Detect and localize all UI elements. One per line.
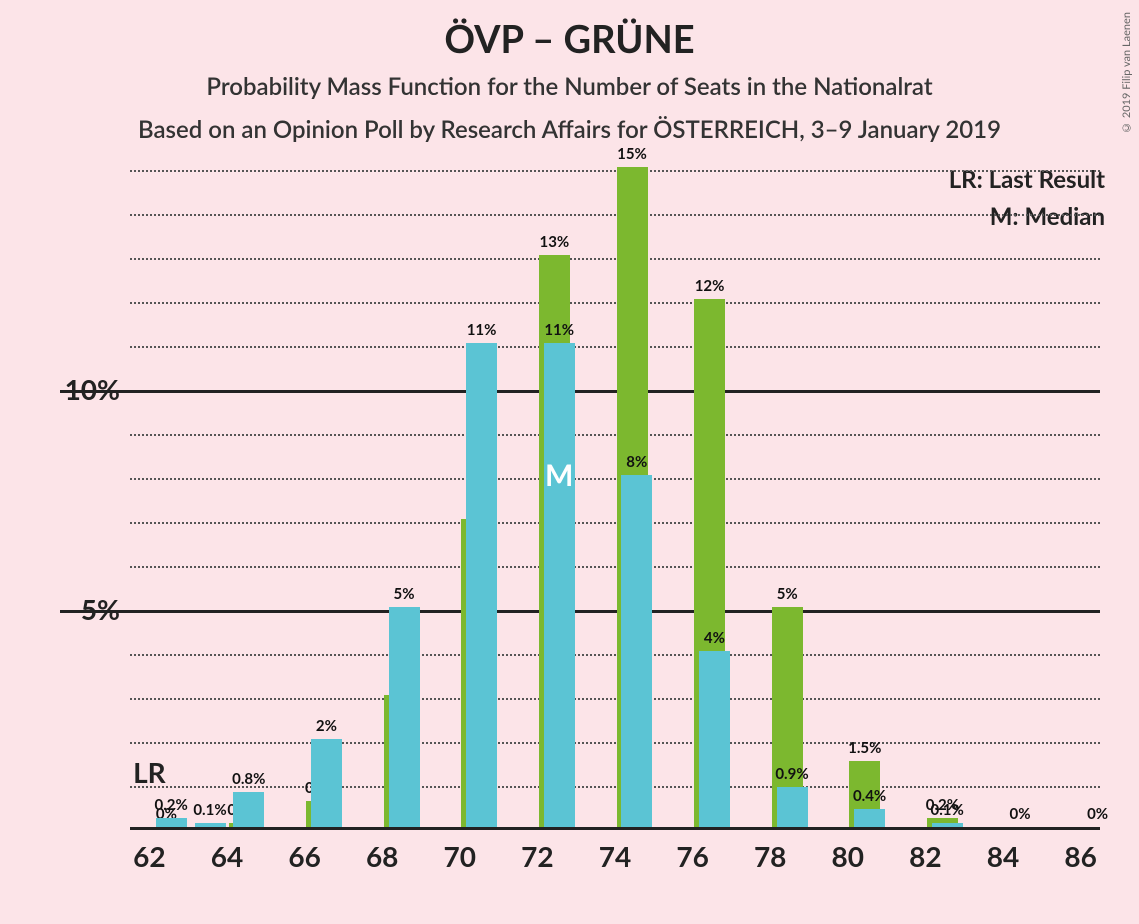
x-axis-label: 62 xyxy=(114,839,184,873)
bar-series-a xyxy=(233,792,264,827)
gridline-major xyxy=(60,390,1100,393)
bar-series-a xyxy=(621,475,652,827)
x-axis-label: 68 xyxy=(347,839,417,873)
gridline-minor xyxy=(130,258,1100,260)
x-axis-label: 66 xyxy=(270,839,340,873)
x-axis-label: 72 xyxy=(502,839,572,873)
bar-series-a xyxy=(466,343,497,827)
bar-value-label: 12% xyxy=(680,277,740,295)
bar-value-label: 1.5% xyxy=(835,739,895,757)
gridline-minor xyxy=(130,566,1100,568)
gridline-minor xyxy=(130,698,1100,700)
bar-series-a xyxy=(544,343,575,827)
bar-value-label: 0.9% xyxy=(762,765,822,783)
chart: 5%10%0%0.2%0.1%0.1%0.8%0.6%2%3%5%7%11%13… xyxy=(60,170,1110,880)
y-axis-label: 5% xyxy=(60,592,120,626)
bar-value-label: 0% xyxy=(990,805,1050,823)
gridline-minor xyxy=(130,214,1100,216)
bar-series-a xyxy=(311,739,342,827)
gridline-minor xyxy=(130,742,1100,744)
gridline-minor xyxy=(130,522,1100,524)
bar-value-label: 2% xyxy=(296,717,356,735)
gridline-minor xyxy=(130,170,1100,172)
lr-marker: LR xyxy=(133,755,166,789)
x-axis-label: 80 xyxy=(813,839,883,873)
chart-source: Based on an Opinion Poll by Research Aff… xyxy=(0,115,1139,144)
gridline-minor xyxy=(130,654,1100,656)
bar-value-label: 11% xyxy=(529,321,589,339)
bar-series-a xyxy=(777,787,808,827)
bar-value-label: 0% xyxy=(1068,805,1128,823)
x-axis-label: 78 xyxy=(735,839,805,873)
chart-subtitle: Probability Mass Function for the Number… xyxy=(0,72,1139,101)
bar-value-label: 0.1% xyxy=(917,801,977,819)
plot-area: 5%10%0%0.2%0.1%0.1%0.8%0.6%2%3%5%7%11%13… xyxy=(130,170,1100,830)
x-axis-label: 82 xyxy=(890,839,960,873)
x-axis-label: 64 xyxy=(192,839,262,873)
bar-value-label: 5% xyxy=(757,585,817,603)
bar-value-label: 5% xyxy=(374,585,434,603)
gridline-minor xyxy=(130,302,1100,304)
gridline-major xyxy=(60,610,1100,613)
copyright: © 2019 Filip van Laenen xyxy=(1120,12,1133,134)
bar-series-a xyxy=(195,823,226,827)
bar-value-label: 15% xyxy=(602,145,662,163)
median-marker: M xyxy=(545,457,573,493)
bar-series-a xyxy=(699,651,730,827)
x-axis-label: 76 xyxy=(658,839,728,873)
x-axis-label: 84 xyxy=(968,839,1038,873)
x-axis-label: 86 xyxy=(1046,839,1116,873)
bar-series-a xyxy=(389,607,420,827)
bar-value-label: 13% xyxy=(524,233,584,251)
chart-title: ÖVP – GRÜNE xyxy=(0,0,1139,62)
y-axis-label: 10% xyxy=(60,372,120,406)
bar-value-label: 11% xyxy=(452,321,512,339)
bar-series-a xyxy=(932,823,963,827)
bar-value-label: 4% xyxy=(684,629,744,647)
bar-value-label: 0.4% xyxy=(840,787,900,805)
gridline-minor xyxy=(130,434,1100,436)
x-axis-label: 70 xyxy=(425,839,495,873)
bar-series-a xyxy=(156,818,187,827)
bar-value-label: 0.8% xyxy=(219,770,279,788)
bar-series-a xyxy=(854,809,885,827)
bar-value-label: 8% xyxy=(607,453,667,471)
gridline-minor xyxy=(130,478,1100,480)
x-axis-label: 74 xyxy=(580,839,650,873)
gridline-minor xyxy=(130,346,1100,348)
